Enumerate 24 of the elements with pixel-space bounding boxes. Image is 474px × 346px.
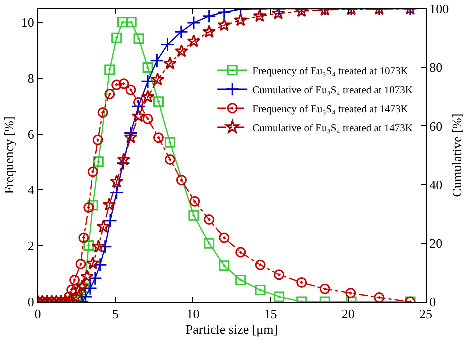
y2-axis-title: Cumulative [%]: [450, 114, 465, 198]
x-tick-label: 15: [264, 306, 278, 322]
y2-tick-label: 20: [430, 236, 443, 251]
y2-tick-label: 60: [430, 118, 443, 134]
x-axis-title: Particle size [μm]: [186, 322, 278, 338]
legend-label: Frequency of Eu₃S₄ treated at 1473K: [252, 104, 409, 116]
y2-tick-label: 0: [430, 294, 436, 310]
y-tick-label: 4: [28, 182, 35, 198]
x-tick-label: 5: [112, 306, 119, 322]
y-axis-title: Frequency [%]: [1, 116, 16, 194]
y-tick-label: 2: [28, 238, 34, 254]
x-tick-label: 10: [186, 306, 200, 322]
y2-tick-label: 40: [430, 177, 443, 192]
x-tick-label: 20: [342, 306, 355, 322]
y-tick-label: 10: [21, 14, 34, 30]
y-tick-label: 6: [28, 126, 35, 142]
legend-label: Frequency of Eu₃S₄ treated at 1073K: [252, 66, 409, 78]
y-tick-label: 8: [28, 70, 34, 86]
y2-tick-label: 80: [430, 60, 443, 76]
legend-label: Cumulative of Eu₃S₄ treated at 1073K: [252, 85, 414, 96]
y2-tick-label: 100: [430, 2, 450, 17]
y-tick-label: 0: [28, 294, 34, 310]
legend-label: Cumulative of Eu₃S₄ treated at 1473K: [252, 123, 414, 134]
x-tick-label: 25: [420, 306, 432, 322]
